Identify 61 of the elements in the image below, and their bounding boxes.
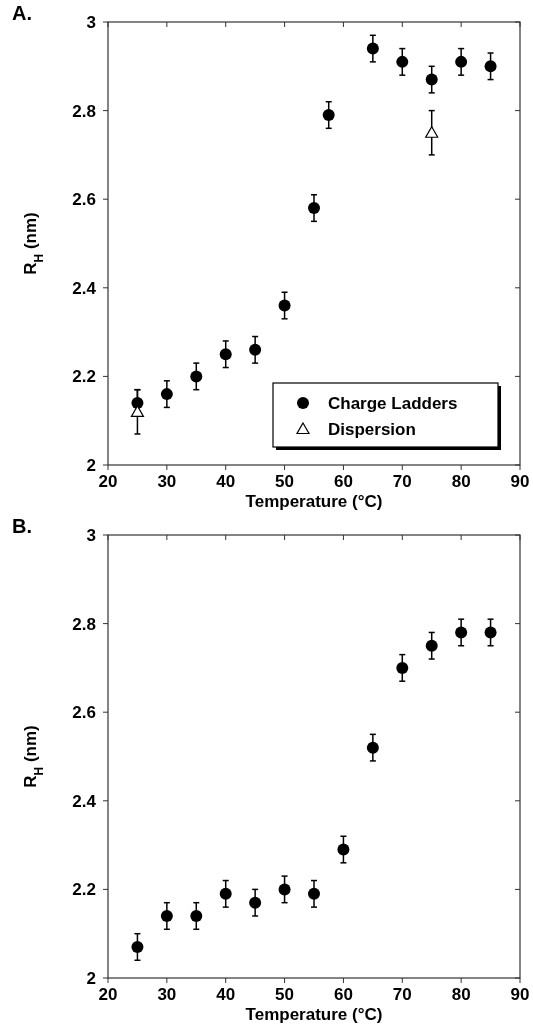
point <box>455 55 468 68</box>
y-tick-label: 2.6 <box>72 703 96 723</box>
point <box>484 626 497 639</box>
point <box>219 348 232 361</box>
point <box>337 843 350 856</box>
x-tick-label: 60 <box>333 472 353 491</box>
point <box>308 202 320 215</box>
point <box>131 940 144 953</box>
x-tick-label: 20 <box>98 985 118 1004</box>
point <box>160 388 173 401</box>
point <box>425 126 439 138</box>
x-tick-label: 40 <box>216 985 236 1004</box>
point <box>308 887 320 900</box>
x-tick-label: 80 <box>451 472 471 491</box>
x-tick-label: 30 <box>157 985 177 1004</box>
point <box>484 60 497 73</box>
x-axis-title: Temperature (°C) <box>245 1005 383 1024</box>
point <box>160 909 173 922</box>
y-tick-label: 2 <box>86 969 96 988</box>
x-tick-label: 90 <box>510 985 530 1004</box>
y-tick-label: 2.2 <box>72 367 96 387</box>
y-tick-label: 2.8 <box>72 101 96 121</box>
x-tick-label: 40 <box>216 472 236 491</box>
point <box>249 343 262 356</box>
y-tick-label: 2.2 <box>72 880 96 900</box>
x-tick-label: 80 <box>451 985 471 1004</box>
x-tick-label: 50 <box>275 472 295 491</box>
point <box>130 405 145 417</box>
y-tick-label: 3 <box>86 526 96 545</box>
point <box>425 639 438 652</box>
y-tick-label: 2.4 <box>72 278 97 298</box>
point <box>366 42 379 55</box>
point <box>190 909 203 922</box>
y-tick-label: 2.6 <box>72 190 96 210</box>
chart-title: B. <box>12 515 32 537</box>
point <box>249 896 262 909</box>
point <box>396 661 409 674</box>
y-tick-label: 2.4 <box>72 791 97 811</box>
y-tick-label: 3 <box>86 13 96 32</box>
x-tick-label: 30 <box>157 472 177 491</box>
point <box>425 73 438 86</box>
point <box>278 883 291 896</box>
x-tick-label: 20 <box>98 472 118 491</box>
y-tick-label: 2 <box>86 456 96 475</box>
point <box>322 109 335 122</box>
legend-label: Dispersion <box>328 420 416 439</box>
x-tick-label: 50 <box>275 985 295 1004</box>
y-tick-label: 2.8 <box>72 614 96 634</box>
point <box>366 741 379 754</box>
x-tick-label: 70 <box>392 472 412 491</box>
point <box>278 299 291 312</box>
point <box>455 626 468 639</box>
chart-title: A. <box>12 2 32 24</box>
point <box>396 55 409 68</box>
x-tick-label: 60 <box>333 985 353 1004</box>
point <box>219 887 232 900</box>
x-tick-label: 90 <box>510 472 530 491</box>
point <box>190 370 203 383</box>
x-tick-label: 70 <box>392 985 412 1004</box>
legend-label: Charge Ladders <box>328 394 458 413</box>
x-axis-title: Temperature (°C) <box>245 492 383 511</box>
